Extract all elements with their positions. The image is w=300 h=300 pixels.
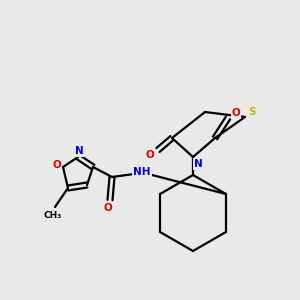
Text: O: O bbox=[103, 203, 112, 213]
Text: O: O bbox=[52, 160, 62, 170]
Text: N: N bbox=[194, 159, 202, 169]
Text: S: S bbox=[248, 107, 256, 117]
Text: NH: NH bbox=[133, 167, 151, 177]
Text: N: N bbox=[75, 146, 83, 156]
Text: CH₃: CH₃ bbox=[44, 211, 62, 220]
Text: O: O bbox=[146, 150, 154, 160]
Text: O: O bbox=[232, 108, 240, 118]
